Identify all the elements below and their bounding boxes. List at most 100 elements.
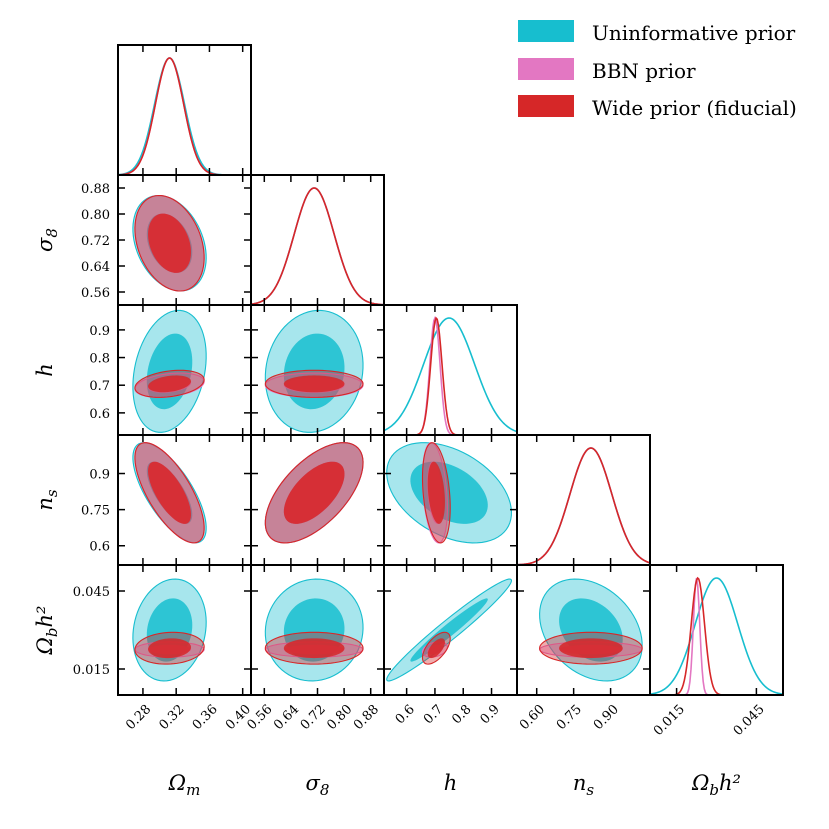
- legend-swatch-bbn: [518, 58, 574, 80]
- axis-label-main: Ω: [33, 637, 57, 655]
- marginal-line-1: [650, 577, 783, 695]
- panel-frame: [649, 564, 784, 696]
- x-axis-label-ns: ns: [573, 771, 595, 799]
- panel-ns-s8: [264, 442, 364, 544]
- axis-label-main: n: [33, 497, 57, 511]
- axis-label-sub: s: [586, 781, 594, 799]
- axis-label-main: n: [573, 771, 587, 795]
- marginal-line-1: [251, 187, 384, 305]
- contour-68-2: [148, 213, 192, 273]
- axis-label-main: h: [33, 363, 57, 377]
- legend-swatch-wide: [518, 95, 574, 117]
- panel-Obh2-Om: [132, 578, 207, 682]
- axis-label-main: σ: [33, 237, 57, 252]
- x-axis-label-Obh2: Ωbh²: [691, 771, 741, 799]
- panel-Obh2-ns: [539, 578, 643, 682]
- marginal-line-0: [118, 57, 251, 175]
- legend: Uninformative prior BBN prior Wide prior…: [518, 20, 797, 120]
- y-tick-label-h: 0.8: [89, 352, 110, 367]
- axis-label-sub: s: [43, 489, 61, 497]
- x-tick-label-Obh2: 0.015: [651, 702, 688, 739]
- legend-label-bbn: BBN prior: [592, 59, 696, 83]
- axis-label-main: Ω: [691, 771, 709, 795]
- axis-label-main: h: [444, 771, 458, 795]
- y-tick-label-s8: 0.88: [81, 182, 110, 197]
- marginal-line-2: [650, 576, 783, 695]
- y-tick-label-h: 0.7: [89, 379, 110, 394]
- contour-68-2: [148, 375, 192, 393]
- axis-label-main: σ: [306, 771, 321, 795]
- panel-Obh2-h: [386, 578, 512, 682]
- x-axis-label-h: h: [444, 771, 458, 795]
- panel-Obh2-s8: [264, 578, 364, 682]
- x-tick-label-Om: 0.36: [190, 702, 221, 733]
- x-tick-label-s8: 0.64: [271, 702, 302, 733]
- panel-Om-Om: [118, 57, 251, 175]
- y-tick-label-ns: 0.75: [81, 504, 110, 519]
- y-tick-label-s8: 0.56: [81, 286, 110, 301]
- axis-label-main: Ω: [168, 771, 186, 795]
- contour-68-2: [148, 461, 191, 524]
- x-tick-label-Om: 0.28: [123, 702, 154, 733]
- y-tick-label-s8: 0.72: [81, 234, 110, 249]
- marginal-line-2: [251, 187, 384, 305]
- panel-ns-h: [386, 442, 513, 544]
- panel-frame: [250, 174, 385, 306]
- x-tick-label-h: 0.9: [478, 702, 503, 727]
- y-tick-label-Obh2: 0.015: [73, 663, 110, 678]
- x-tick-label-Obh2: 0.045: [731, 702, 768, 739]
- axis-label-sup: h²: [719, 771, 741, 795]
- y-tick-label-h: 0.9: [89, 324, 110, 339]
- panels: 0.28 0.32 0.36 0.40Ωm0.560.640.720.800.88σ8…: [33, 44, 784, 799]
- axis-label-sub: b: [43, 627, 61, 637]
- x-tick-label-s8: 0.72: [298, 702, 329, 733]
- marginal-line-2: [517, 447, 650, 565]
- axis-label-sub: m: [186, 781, 200, 799]
- x-tick-label-h: 0.7: [421, 702, 446, 727]
- contour-68-2: [283, 461, 345, 524]
- marginal-line-2: [118, 57, 251, 175]
- y-axis-label-ns: ns: [33, 489, 61, 511]
- contour-68-2: [427, 638, 445, 659]
- x-axis-label-s8: σ8: [306, 771, 330, 799]
- marginal-line-0: [650, 577, 783, 695]
- marginal-line-1: [517, 447, 650, 565]
- x-tick-label-ns: 0.60: [517, 702, 548, 733]
- marginal-line-0: [517, 447, 650, 565]
- panel-h-h: [384, 315, 517, 435]
- contour-68-2: [559, 638, 623, 659]
- marginal-line-1: [384, 315, 517, 435]
- x-tick-label-ns: 0.90: [591, 702, 622, 733]
- y-tick-label-s8: 0.64: [81, 260, 110, 275]
- axis-label-sup: h²: [33, 606, 57, 628]
- y-axis-label-Obh2: Ωbh²: [33, 606, 61, 656]
- x-tick-label-h: 0.6: [393, 702, 418, 727]
- contour-68-2: [283, 638, 345, 659]
- panel-Obh2-Obh2: [650, 576, 783, 695]
- x-tick-label-ns: 0.75: [554, 702, 585, 733]
- x-tick-label-s8: 0.80: [324, 702, 355, 733]
- panel-h-Om: [132, 309, 207, 433]
- panel-ns-ns: [517, 447, 650, 565]
- marginal-line-1: [118, 57, 251, 175]
- y-tick-label-Obh2: 0.045: [73, 585, 110, 600]
- y-tick-label-s8: 0.80: [81, 208, 110, 223]
- x-axis-label-Om: Ωm: [168, 771, 201, 799]
- y-tick-label-h: 0.6: [89, 407, 110, 422]
- legend-label-uninformative: Uninformative prior: [592, 21, 796, 45]
- y-axis-label-s8: σ8: [33, 228, 61, 252]
- x-tick-label-s8: 0.88: [351, 702, 382, 733]
- axis-label-sub: b: [709, 781, 719, 799]
- contour-68-2: [148, 638, 191, 659]
- panel-s8-s8: [251, 187, 384, 305]
- contour-68-0: [410, 598, 488, 662]
- panel-h-s8: [264, 309, 364, 433]
- legend-swatch-uninformative: [518, 20, 574, 42]
- contour-68-2: [427, 461, 445, 524]
- axis-label-sub: 8: [43, 228, 61, 238]
- y-axis-label-h: h: [33, 363, 57, 377]
- x-tick-label-h: 0.8: [449, 702, 474, 727]
- contour-68-2: [283, 375, 345, 393]
- y-tick-label-ns: 0.9: [89, 468, 110, 483]
